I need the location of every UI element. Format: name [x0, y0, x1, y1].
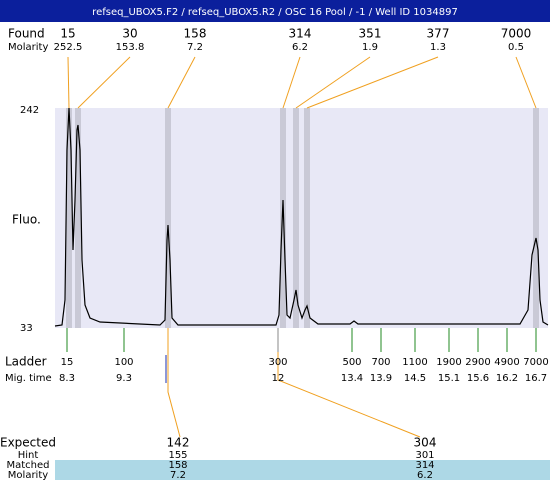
peak-connector	[77, 56, 131, 109]
peak-connector	[306, 56, 439, 109]
peak-molarity: 153.8	[116, 42, 145, 53]
peak-connector	[295, 56, 371, 109]
matched-molarity: 7.2	[170, 470, 186, 480]
title-bar	[0, 0, 550, 22]
peak-size: 351	[359, 27, 382, 41]
ladder-time: 13.9	[370, 373, 392, 384]
ladder-time: 15.1	[438, 373, 460, 384]
matched-molarity: 6.2	[417, 470, 433, 480]
matched-label: Matched	[6, 460, 49, 471]
expected-label: Expected	[0, 436, 56, 450]
ladder-time: 8.3	[59, 373, 75, 384]
expected-connector	[167, 328, 181, 438]
plot-area	[55, 108, 548, 328]
ladder-time: 13.4	[341, 373, 363, 384]
ladder-size: 4900	[494, 357, 519, 368]
molarity-label: Molarity	[8, 42, 48, 53]
peak-band	[304, 108, 310, 328]
peak-size: 30	[122, 27, 137, 41]
peak-molarity: 7.2	[187, 42, 203, 53]
matched-size: 158	[168, 460, 187, 471]
molarity-label: Molarity	[8, 470, 48, 480]
peak-molarity: 0.5	[508, 42, 524, 53]
expected-size: 142	[167, 436, 190, 450]
found-label: Found	[8, 27, 45, 41]
hint-size: 301	[415, 450, 434, 461]
y-top: 242	[20, 105, 39, 116]
peak-molarity: 252.5	[54, 42, 83, 53]
ladder-time: 16.2	[496, 373, 518, 384]
ladder-size: 100	[114, 357, 133, 368]
ladder-time: 12	[272, 373, 285, 384]
peak-band	[75, 108, 81, 328]
expected-size: 304	[414, 436, 437, 450]
peak-connector	[67, 56, 70, 109]
peak-band	[66, 108, 72, 328]
hint-label: Hint	[18, 450, 39, 461]
ladder-time: 15.6	[467, 373, 489, 384]
peak-molarity: 6.2	[292, 42, 308, 53]
peak-band	[293, 108, 299, 328]
peak-size: 158	[184, 27, 207, 41]
peak-band	[533, 108, 539, 328]
peak-size: 15	[60, 27, 75, 41]
ladder-size: 500	[342, 357, 361, 368]
matched-highlight	[55, 460, 550, 480]
title: refseq_UBOX5.F2 / refseq_UBOX5.R2 / OSC …	[92, 7, 458, 18]
ladder-size: 15	[61, 357, 74, 368]
ladder-time: 16.7	[525, 373, 547, 384]
ladder-time: 9.3	[116, 373, 132, 384]
ladder-size: 1900	[436, 357, 461, 368]
y-bottom: 33	[20, 323, 33, 334]
ladder-size: 7000	[523, 357, 548, 368]
ladder-size: 300	[268, 357, 287, 368]
matched-size: 314	[415, 460, 434, 471]
peak-connector	[167, 56, 196, 109]
peak-molarity: 1.9	[362, 42, 378, 53]
ladder-size: 1100	[402, 357, 427, 368]
trace	[54, 107, 549, 327]
peak-connector	[515, 56, 537, 109]
ladder-label: Ladder	[5, 355, 47, 369]
peak-band	[165, 108, 171, 328]
hint-size: 155	[168, 450, 187, 461]
ladder-size: 700	[371, 357, 390, 368]
peak-size: 314	[289, 27, 312, 41]
ladder-time: 14.5	[404, 373, 426, 384]
y-label: Fluo.	[12, 213, 41, 227]
peak-molarity: 1.3	[430, 42, 446, 53]
peak-size: 7000	[501, 27, 532, 41]
mig-label: Mig. time	[5, 373, 52, 384]
peak-size: 377	[427, 27, 450, 41]
peak-connector	[282, 56, 301, 109]
ladder-size: 2900	[465, 357, 490, 368]
